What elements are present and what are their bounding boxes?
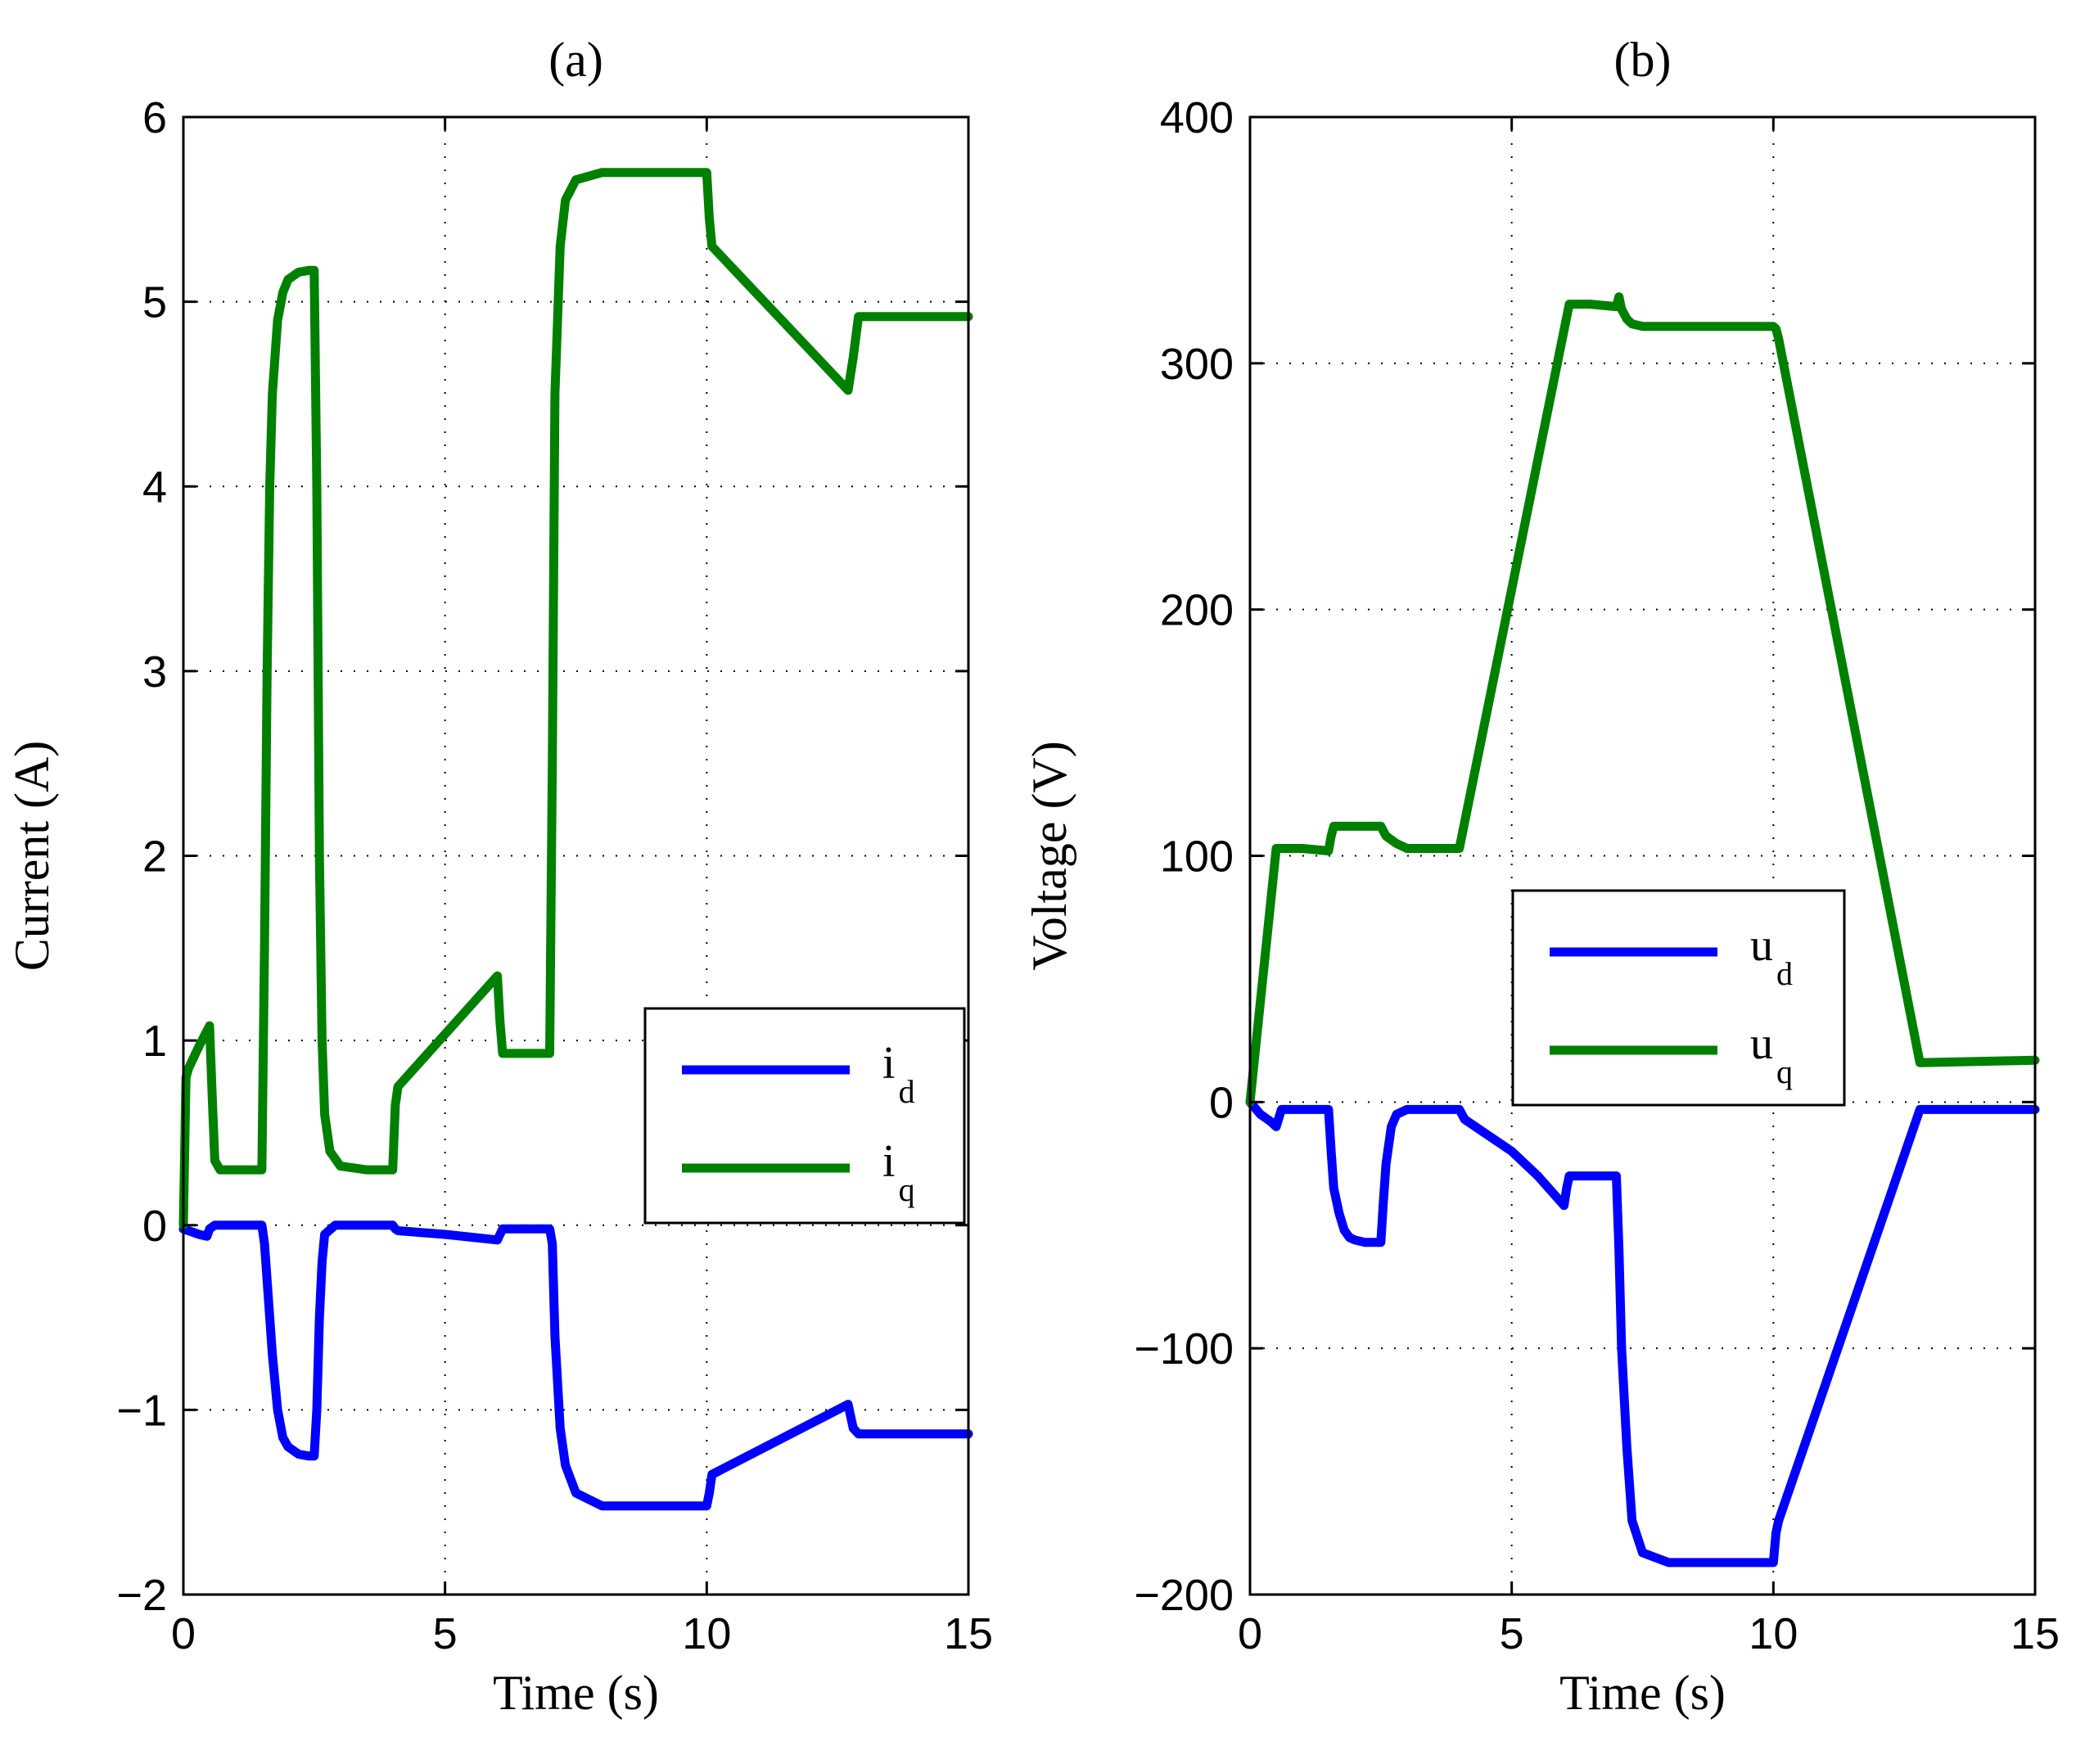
legend-box (1511, 889, 1846, 1107)
x-axis-label: Time (s) (1559, 1666, 1726, 1720)
chart-title: (a) (548, 33, 603, 87)
x-tick-label: 5 (433, 1609, 458, 1658)
x-tick-label: 10 (1749, 1609, 1798, 1658)
chart-b: 0 5 10 15 −200 −100 0 100 200 300 400 (b) Time (s) Vo… (1022, 33, 2060, 1720)
y-tick-label: 0 (142, 1202, 167, 1251)
x-tick-label: 15 (944, 1609, 993, 1658)
x-tick-label: 10 (682, 1609, 731, 1658)
y-tick-label: −2 (116, 1571, 167, 1620)
y-tick-label: −200 (1134, 1571, 1234, 1620)
x-tick-label: 0 (171, 1609, 196, 1658)
plot-area (183, 117, 968, 1595)
y-tick-label: 300 (1160, 340, 1234, 389)
series-line-id (178, 1220, 973, 1511)
y-tick-label: 4 (142, 462, 167, 512)
legend-subscript: q (1776, 1053, 1793, 1090)
y-tick-label: 5 (142, 278, 167, 327)
series-line-iq (178, 168, 973, 1230)
chart-a: 0 5 10 15 −2 −1 0 1 2 3 4 5 6 (a) Time (s) Current (A) i… (5, 33, 993, 1720)
legend-subscript: q (899, 1171, 915, 1208)
y-tick-label: −1 (116, 1386, 167, 1435)
y-tick-label: −100 (1134, 1324, 1234, 1374)
x-tick-label: 0 (1238, 1609, 1262, 1658)
plot-area (1250, 117, 2035, 1595)
legend-box (643, 1007, 966, 1225)
y-axis-label: Current (A) (5, 741, 59, 972)
y-tick-label: 2 (142, 832, 167, 882)
x-tick-label: 15 (2011, 1609, 2060, 1658)
y-axis-label: Voltage (V) (1022, 741, 1076, 971)
series-line-uq (1245, 292, 2040, 1107)
y-tick-label: 100 (1160, 832, 1234, 882)
series-line-ud (1245, 1097, 2040, 1568)
y-tick-label: 0 (1209, 1078, 1234, 1127)
y-tick-label: 3 (142, 647, 167, 697)
y-tick-label: 6 (142, 93, 167, 142)
y-tick-label: 200 (1160, 586, 1234, 635)
legend-subscript: d (1776, 955, 1793, 992)
y-tick-label: 1 (142, 1017, 167, 1066)
y-tick-label: 400 (1160, 93, 1234, 142)
x-axis-label: Time (s) (493, 1666, 659, 1720)
x-tick-label: 5 (1500, 1609, 1524, 1658)
chart-title: (b) (1614, 33, 1672, 87)
legend-subscript: d (899, 1073, 915, 1110)
